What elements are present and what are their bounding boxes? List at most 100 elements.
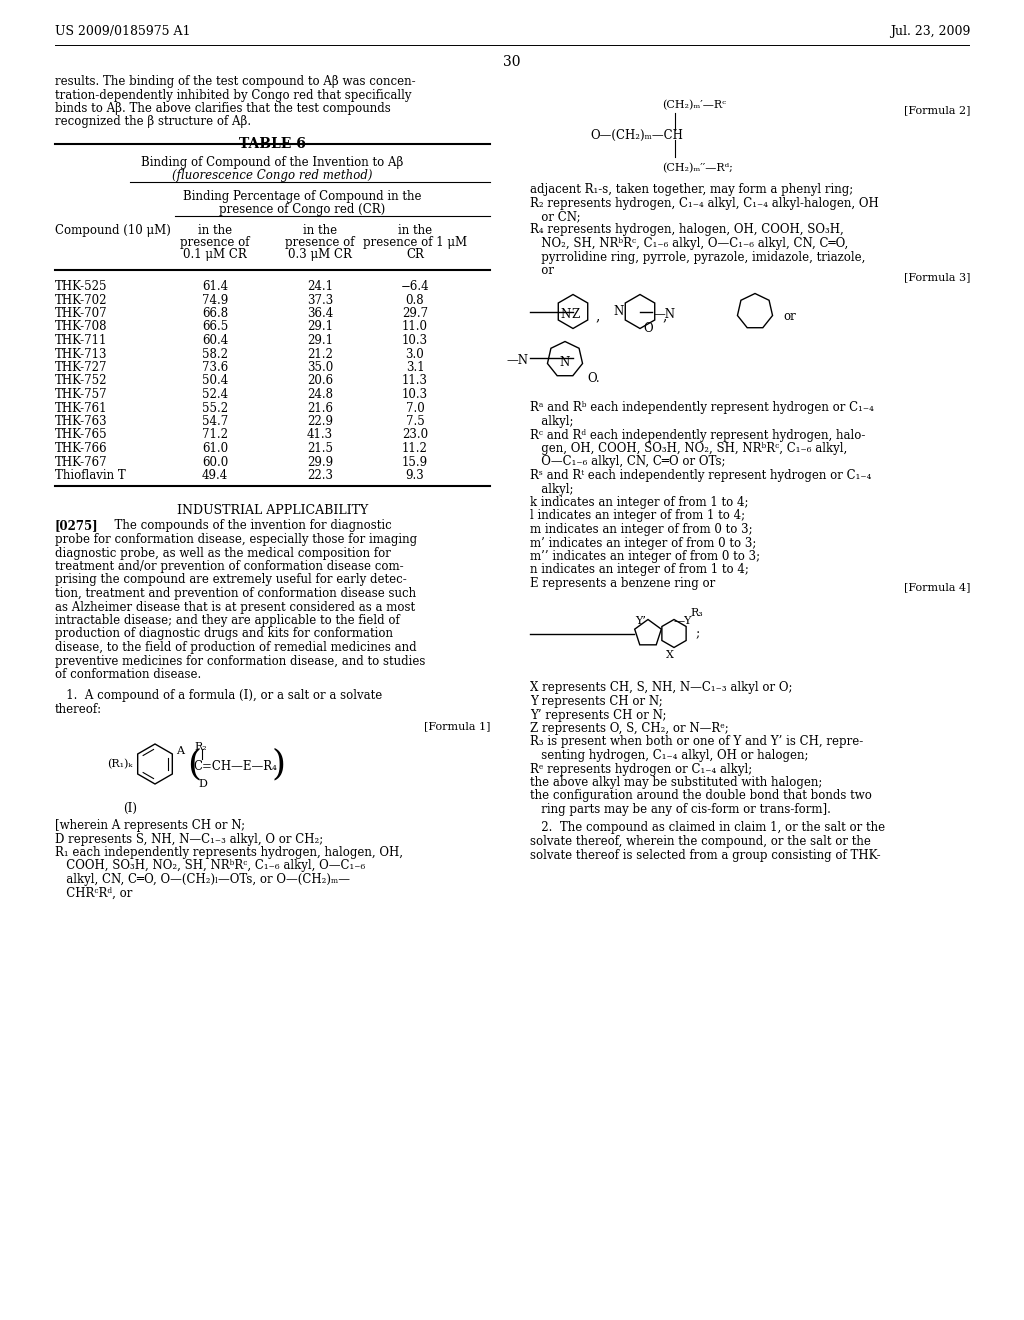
- Text: 35.0: 35.0: [307, 360, 333, 374]
- Text: (I): (I): [123, 803, 137, 814]
- Text: N: N: [613, 305, 624, 318]
- Text: 54.7: 54.7: [202, 414, 228, 428]
- Text: preventive medicines for conformation disease, and to studies: preventive medicines for conformation di…: [55, 655, 425, 668]
- Text: THK-752: THK-752: [55, 375, 108, 388]
- Text: as Alzheimer disease that is at present considered as a most: as Alzheimer disease that is at present …: [55, 601, 415, 614]
- Text: Binding of Compound of the Invention to Aβ: Binding of Compound of the Invention to …: [141, 156, 403, 169]
- Text: 29.9: 29.9: [307, 455, 333, 469]
- Text: 36.4: 36.4: [307, 308, 333, 319]
- Text: THK-766: THK-766: [55, 442, 108, 455]
- Text: 61.4: 61.4: [202, 280, 228, 293]
- Text: 37.3: 37.3: [307, 293, 333, 306]
- Text: 0.3 μM CR: 0.3 μM CR: [288, 248, 352, 261]
- Text: E represents a benzene ring or: E represents a benzene ring or: [530, 577, 715, 590]
- Text: presence of Congo red (CR): presence of Congo red (CR): [219, 203, 386, 216]
- Text: 41.3: 41.3: [307, 429, 333, 441]
- Text: the configuration around the double bond that bonds two: the configuration around the double bond…: [530, 789, 871, 803]
- Text: (CH₂)ₘ′′—Rᵈ;: (CH₂)ₘ′′—Rᵈ;: [662, 162, 733, 173]
- Text: 71.2: 71.2: [202, 429, 228, 441]
- Text: 10.3: 10.3: [402, 334, 428, 347]
- Text: 10.3: 10.3: [402, 388, 428, 401]
- Text: 2.  The compound as claimed in claim 1, or the salt or the: 2. The compound as claimed in claim 1, o…: [530, 821, 885, 834]
- Text: alkyl;: alkyl;: [530, 414, 573, 428]
- Text: ring parts may be any of cis-form or trans-form].: ring parts may be any of cis-form or tra…: [530, 803, 830, 816]
- Text: m indicates an integer of from 0 to 3;: m indicates an integer of from 0 to 3;: [530, 523, 753, 536]
- Text: Y’: Y’: [635, 615, 646, 626]
- Text: THK-525: THK-525: [55, 280, 108, 293]
- Text: presence of 1 μM: presence of 1 μM: [362, 236, 467, 249]
- Text: 49.4: 49.4: [202, 469, 228, 482]
- Text: n indicates an integer of from 1 to 4;: n indicates an integer of from 1 to 4;: [530, 564, 749, 577]
- Text: alkyl;: alkyl;: [530, 483, 573, 495]
- Text: C=CH—E—R₄: C=CH—E—R₄: [193, 759, 276, 772]
- Text: R₄ represents hydrogen, halogen, OH, COOH, SO₃H,: R₄ represents hydrogen, halogen, OH, COO…: [530, 223, 844, 236]
- Text: Jul. 23, 2009: Jul. 23, 2009: [890, 25, 970, 38]
- Text: probe for conformation disease, especially those for imaging: probe for conformation disease, especial…: [55, 533, 417, 546]
- Text: [Formula 3]: [Formula 3]: [903, 272, 970, 282]
- Text: 66.5: 66.5: [202, 321, 228, 334]
- Text: thereof:: thereof:: [55, 704, 102, 715]
- Text: presence of: presence of: [286, 236, 354, 249]
- Text: [Formula 2]: [Formula 2]: [903, 106, 970, 115]
- Text: senting hydrogen, C₁₋₄ alkyl, OH or halogen;: senting hydrogen, C₁₋₄ alkyl, OH or halo…: [530, 748, 809, 762]
- Text: 24.8: 24.8: [307, 388, 333, 401]
- Text: alkyl, CN, C═O, O—(CH₂)ₗ—OTs, or O—(CH₂)ₘ—: alkyl, CN, C═O, O—(CH₂)ₗ—OTs, or O—(CH₂)…: [55, 873, 350, 886]
- Text: 23.0: 23.0: [402, 429, 428, 441]
- Text: R₃: R₃: [690, 609, 702, 619]
- Text: 58.2: 58.2: [202, 347, 228, 360]
- Text: (CH₂)ₘ′—Rᶜ: (CH₂)ₘ′—Rᶜ: [662, 100, 726, 110]
- Text: m’ indicates an integer of from 0 to 3;: m’ indicates an integer of from 0 to 3;: [530, 536, 757, 549]
- Text: Rᵃ and Rᵇ each independently represent hydrogen or C₁₋₄: Rᵃ and Rᵇ each independently represent h…: [530, 401, 873, 414]
- Text: 73.6: 73.6: [202, 360, 228, 374]
- Text: D represents S, NH, N—C₁₋₃ alkyl, O or CH₂;: D represents S, NH, N—C₁₋₃ alkyl, O or C…: [55, 833, 324, 846]
- Text: presence of: presence of: [180, 236, 250, 249]
- Text: or: or: [530, 264, 554, 277]
- Text: binds to Aβ. The above clarifies that the test compounds: binds to Aβ. The above clarifies that th…: [55, 102, 391, 115]
- Text: [Formula 4]: [Formula 4]: [903, 582, 970, 593]
- Text: Binding Percentage of Compound in the: Binding Percentage of Compound in the: [183, 190, 422, 203]
- Text: 0.8: 0.8: [406, 293, 424, 306]
- Text: or CN;: or CN;: [530, 210, 581, 223]
- Text: m’’ indicates an integer of from 0 to 3;: m’’ indicates an integer of from 0 to 3;: [530, 550, 760, 564]
- Text: in the: in the: [198, 224, 232, 238]
- Text: 52.4: 52.4: [202, 388, 228, 401]
- Text: 60.4: 60.4: [202, 334, 228, 347]
- Text: (: (: [187, 747, 201, 781]
- Text: 11.2: 11.2: [402, 442, 428, 455]
- Text: 30: 30: [503, 55, 521, 69]
- Text: Y represents CH or N;: Y represents CH or N;: [530, 696, 663, 708]
- Text: k indicates an integer of from 1 to 4;: k indicates an integer of from 1 to 4;: [530, 496, 749, 510]
- Text: diagnostic probe, as well as the medical composition for: diagnostic probe, as well as the medical…: [55, 546, 391, 560]
- Text: solvate thereof is selected from a group consisting of THK-: solvate thereof is selected from a group…: [530, 849, 881, 862]
- Text: 22.3: 22.3: [307, 469, 333, 482]
- Text: adjacent R₁-s, taken together, may form a phenyl ring;: adjacent R₁-s, taken together, may form …: [530, 183, 853, 195]
- Text: 24.1: 24.1: [307, 280, 333, 293]
- Text: CR: CR: [407, 248, 424, 261]
- Text: [0275]: [0275]: [55, 520, 98, 532]
- Text: ,: ,: [595, 309, 599, 323]
- Text: O—C₁₋₆ alkyl, CN, C═O or OTs;: O—C₁₋₆ alkyl, CN, C═O or OTs;: [530, 455, 725, 469]
- Text: THK-702: THK-702: [55, 293, 108, 306]
- Text: THK-711: THK-711: [55, 334, 108, 347]
- Text: 29.7: 29.7: [402, 308, 428, 319]
- Text: treatment and/or prevention of conformation disease com-: treatment and/or prevention of conformat…: [55, 560, 403, 573]
- Text: intractable disease; and they are applicable to the field of: intractable disease; and they are applic…: [55, 614, 399, 627]
- Text: 55.2: 55.2: [202, 401, 228, 414]
- Text: R₂ represents hydrogen, C₁₋₄ alkyl, C₁₋₄ alkyl-halogen, OH: R₂ represents hydrogen, C₁₋₄ alkyl, C₁₋₄…: [530, 197, 879, 210]
- Text: COOH, SO₃H, NO₂, SH, NRᵇRᶜ, C₁₋₆ alkyl, O—C₁₋₆: COOH, SO₃H, NO₂, SH, NRᵇRᶜ, C₁₋₆ alkyl, …: [55, 859, 366, 873]
- Text: 66.8: 66.8: [202, 308, 228, 319]
- Text: —Y: —Y: [674, 615, 692, 626]
- Text: prising the compound are extremely useful for early detec-: prising the compound are extremely usefu…: [55, 573, 407, 586]
- Text: l indicates an integer of from 1 to 4;: l indicates an integer of from 1 to 4;: [530, 510, 745, 523]
- Text: X: X: [666, 649, 674, 660]
- Text: disease, to the field of production of remedial medicines and: disease, to the field of production of r…: [55, 642, 417, 653]
- Text: 9.3: 9.3: [406, 469, 424, 482]
- Text: 74.9: 74.9: [202, 293, 228, 306]
- Text: CHRᶜRᵈ, or: CHRᶜRᵈ, or: [55, 887, 132, 899]
- Text: NO₂, SH, NRᵇRᶜ, C₁₋₆ alkyl, O—C₁₋₆ alkyl, CN, C═O,: NO₂, SH, NRᵇRᶜ, C₁₋₆ alkyl, O—C₁₋₆ alkyl…: [530, 238, 848, 249]
- Text: 20.6: 20.6: [307, 375, 333, 388]
- Text: 21.2: 21.2: [307, 347, 333, 360]
- Text: THK-767: THK-767: [55, 455, 108, 469]
- Text: ;: ;: [696, 627, 700, 640]
- Text: 50.4: 50.4: [202, 375, 228, 388]
